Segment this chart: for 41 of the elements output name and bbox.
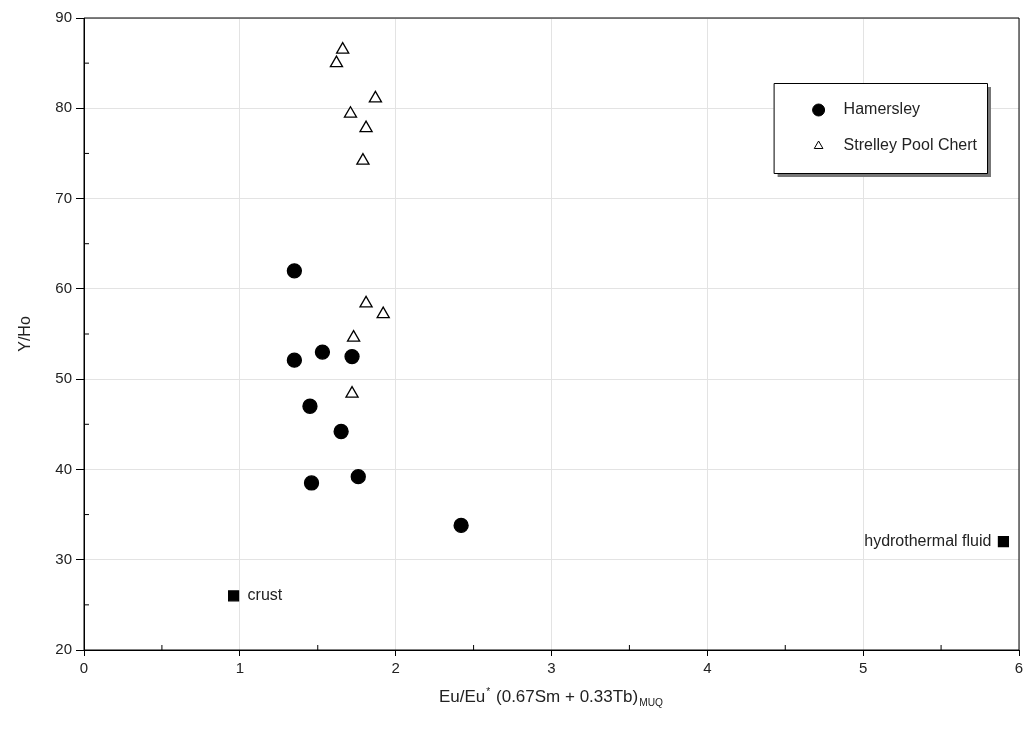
y-tick-label: 60 [55,279,72,296]
point [329,55,344,68]
legend-label: Hamersley [843,100,921,118]
point [303,475,320,491]
point [997,536,1010,548]
point [314,344,331,360]
y-tick-label: 70 [55,188,72,206]
y-tick-label: 40 [55,459,72,477]
y-tick-label: 20 [55,640,72,658]
series-label: crust [247,586,283,604]
y-tick-label: 90 [55,8,72,26]
y-tick-label: 50 [55,369,72,387]
x-tick-label: 3 [547,659,556,677]
x-tick-label: 2 [391,659,400,677]
x-tick-label: 1 [235,659,245,677]
point [453,517,469,534]
y-tick-label: 80 [55,98,72,116]
legend-label: Strelley Pool Chert [843,136,978,154]
point [368,90,383,103]
x-tick-label: 5 [858,659,868,677]
point [286,352,303,368]
point [302,398,318,414]
y-axis-title: Y/Ho [16,316,33,352]
y-tick-label: 30 [55,549,72,567]
point [356,153,370,165]
series-label: hydrothermal fluid [864,532,992,550]
x-tick-label: 6 [1014,659,1024,677]
point [333,423,349,440]
point [359,295,373,308]
point [228,590,240,602]
point [359,120,373,133]
point [350,469,366,485]
point [376,306,390,319]
point [335,41,350,54]
point [286,263,303,279]
x-tick-label: 4 [703,659,712,677]
point [344,348,360,365]
point [345,385,359,398]
point [346,329,361,342]
x-tick-label: 0 [79,659,89,677]
point [343,106,358,118]
